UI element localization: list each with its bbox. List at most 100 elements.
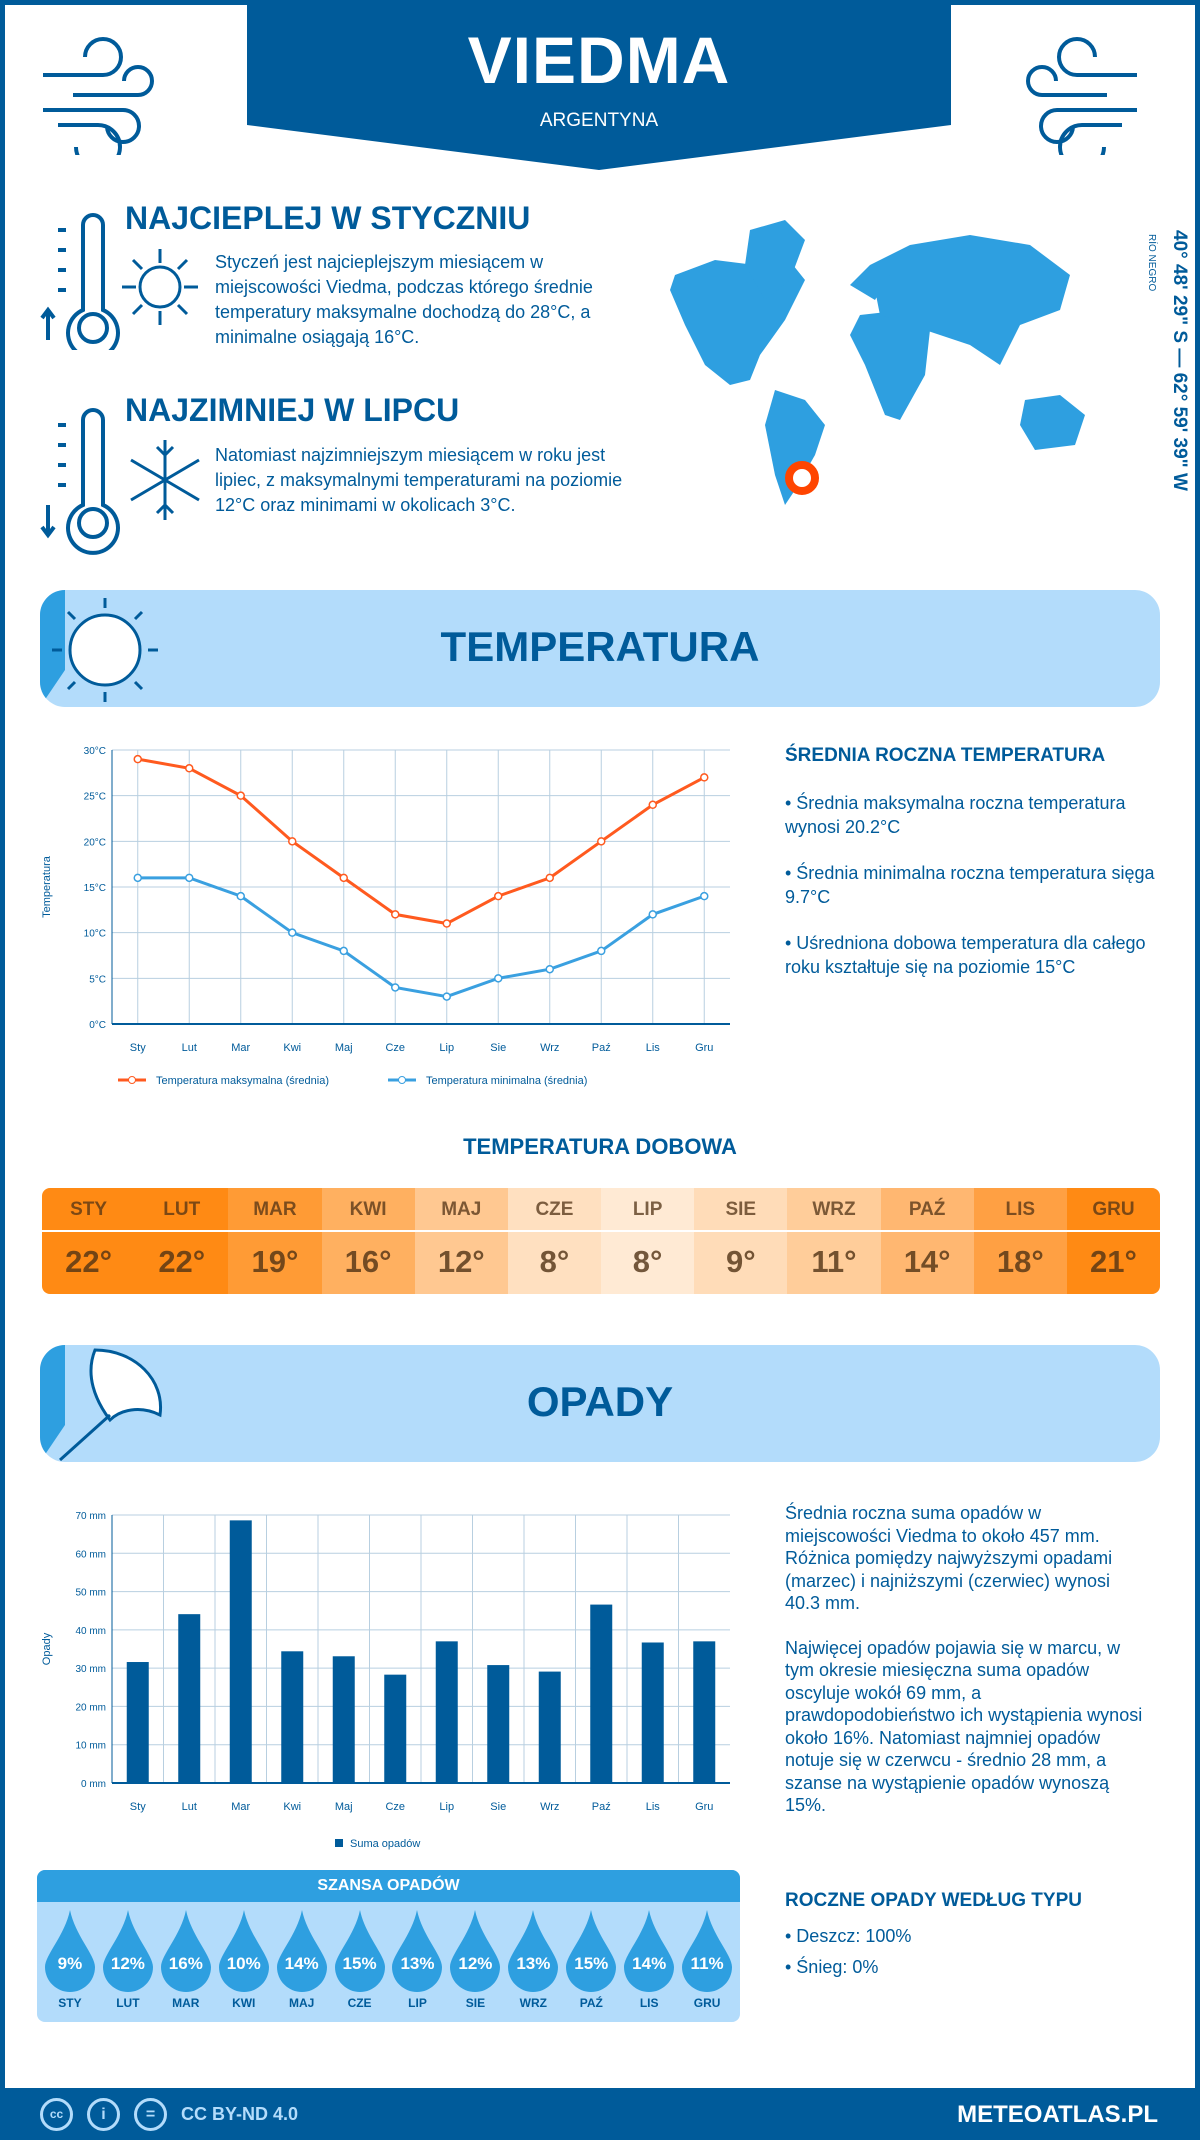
y-tick-label: 10°C	[84, 929, 106, 940]
daily-temp-lut: LUT 22°	[135, 1188, 229, 1294]
raindrop-icon	[682, 1910, 733, 1992]
raindrop-icon	[218, 1910, 269, 1992]
bar	[178, 1614, 201, 1783]
y-tick-label: 30°C	[84, 746, 106, 757]
precipitation-text-1: Średnia roczna suma opadów w miejscowośc…	[785, 1503, 1113, 1613]
legend-swatch	[335, 1839, 343, 1847]
chance-drop: 13% LIP	[389, 1910, 447, 2020]
bar	[332, 1656, 355, 1783]
bar	[281, 1651, 304, 1783]
daily-temp-mar: MAR 19°	[228, 1188, 322, 1294]
temp-value: 18°	[996, 1244, 1044, 1279]
month-label: CZE	[347, 1996, 372, 2010]
x-tick-label: Maj	[335, 1042, 353, 1054]
month-label: CZE	[507, 1188, 602, 1232]
license-link[interactable]: CC BY-ND 4.0	[181, 2104, 299, 2124]
month-label: SIE	[694, 1188, 788, 1232]
month-label: GRU	[693, 1996, 721, 2010]
chance-drop: 16% MAR	[157, 1910, 215, 2020]
chance-value: 13%	[516, 1954, 551, 1973]
month-label: MAR	[228, 1188, 322, 1232]
y-tick-label: 20°C	[84, 837, 106, 848]
chance-drop: 11% GRU	[678, 1910, 736, 2020]
chance-value: 15%	[342, 1954, 377, 1973]
month-label: LIS	[973, 1188, 1067, 1232]
month-label: PAŹ	[579, 1996, 603, 2010]
bar	[435, 1641, 458, 1783]
country-label: ARGENTYNA	[539, 110, 659, 131]
y-tick-label: 10 mm	[75, 1741, 106, 1752]
chance-value: 16%	[168, 1954, 203, 1973]
legend-marker	[398, 1076, 406, 1084]
chance-drop: 10% KWI	[215, 1910, 273, 2020]
month-label: LIP	[601, 1188, 695, 1232]
data-point	[545, 873, 554, 883]
x-tick-label: Lip	[439, 1801, 454, 1813]
precipitation-text-2: Najwięcej opadów pojawia się w marcu, w …	[785, 1637, 1143, 1816]
y-tick-label: 20 mm	[75, 1702, 106, 1713]
x-tick-label: Kwi	[283, 1042, 301, 1054]
y-tick-label: 0°C	[89, 1020, 106, 1031]
chance-drop: 9% STY	[41, 1910, 99, 2020]
x-tick-label: Wrz	[540, 1801, 559, 1813]
raindrop-icon	[160, 1910, 211, 1992]
temp-value: 11°	[811, 1244, 857, 1279]
daily-temp-gru: GRU 21°	[1066, 1188, 1160, 1294]
chance-value: 12%	[110, 1954, 145, 1973]
month-label: STY	[42, 1188, 136, 1232]
temperature-summary: ŚREDNIA ROCZNA TEMPERATURA • Średnia mak…	[785, 745, 1155, 1001]
wind-icon-left	[43, 37, 154, 155]
bar	[641, 1642, 664, 1783]
x-tick-label: Kwi	[283, 1801, 301, 1813]
month-label: LUT	[135, 1188, 229, 1232]
month-label: LIP	[408, 1996, 427, 2010]
precipitation-banner: OPADY	[40, 1345, 1160, 1462]
y-axis-label: Temperatura	[41, 855, 53, 918]
header-banner	[247, 0, 951, 170]
chance-drop: 13% WRZ	[504, 1910, 562, 2020]
raindrop-icon	[566, 1910, 617, 1992]
chance-value: 14%	[632, 1954, 667, 1973]
y-tick-label: 0 mm	[81, 1779, 106, 1790]
x-tick-label: Lis	[646, 1801, 661, 1813]
warmest-title: NAJCIEPLEJ W STYCZNIU	[125, 200, 531, 236]
chance-drop: 12% SIE	[446, 1910, 504, 2020]
daily-temp-sty: STY 22°	[42, 1188, 136, 1294]
x-tick-label: Mar	[231, 1042, 250, 1054]
x-tick-label: Gru	[695, 1801, 713, 1813]
x-tick-label: Lut	[182, 1042, 197, 1054]
x-tick-label: Sty	[130, 1042, 146, 1054]
temp-value: 14°	[903, 1244, 951, 1279]
raindrop-icon	[450, 1910, 501, 1992]
month-label: MAJ	[288, 1996, 315, 2010]
precipitation-chart: 0 mm 10 mm 20 mm 30 mm 40 mm 50 mm 60 mm 70 mm S…	[41, 1511, 730, 1850]
chance-drop: 15% PAŹ	[562, 1910, 620, 2020]
site-link[interactable]: METEOATLAS.PL	[957, 2101, 1158, 2128]
y-axis-label: Opady	[41, 1632, 53, 1665]
warmest-text: Styczeń jest najcieplejszym miesiącem w …	[215, 252, 593, 347]
data-point	[442, 992, 451, 1001]
data-point	[133, 754, 142, 764]
month-label: SIE	[465, 1996, 486, 2010]
raindrop-icon	[102, 1910, 153, 1992]
data-point	[236, 891, 245, 901]
y-tick-label: 25°C	[84, 792, 106, 803]
daily-temperature-table: STY 22° LUT 22° MAR 19° KWI 16° MAJ 12° CZE 8° LIP 8°…	[42, 1188, 1160, 1294]
month-label: MAJ	[414, 1188, 508, 1232]
chance-drop: 14% MAJ	[273, 1910, 331, 2020]
data-point	[133, 873, 142, 883]
temp-value: 21°	[1090, 1244, 1137, 1279]
summary-bullet: • Średnia maksymalna roczna temperatura …	[785, 793, 1126, 837]
temp-value: 8°	[632, 1244, 663, 1279]
bar	[487, 1665, 510, 1783]
thermometer-down-icon	[40, 408, 120, 555]
precipitation-summary: Średnia roczna suma opadów w miejscowośc…	[785, 1502, 1150, 1839]
snow-share: • Śnieg: 0%	[785, 1957, 879, 1977]
world-map	[670, 220, 1085, 505]
chance-drop: 14% LIS	[620, 1910, 678, 2020]
bar	[538, 1671, 561, 1783]
data-point	[391, 983, 400, 992]
temp-value: 16°	[344, 1244, 392, 1279]
daily-temp-cze: CZE 8°	[507, 1188, 602, 1294]
x-tick-label: Maj	[335, 1801, 353, 1813]
